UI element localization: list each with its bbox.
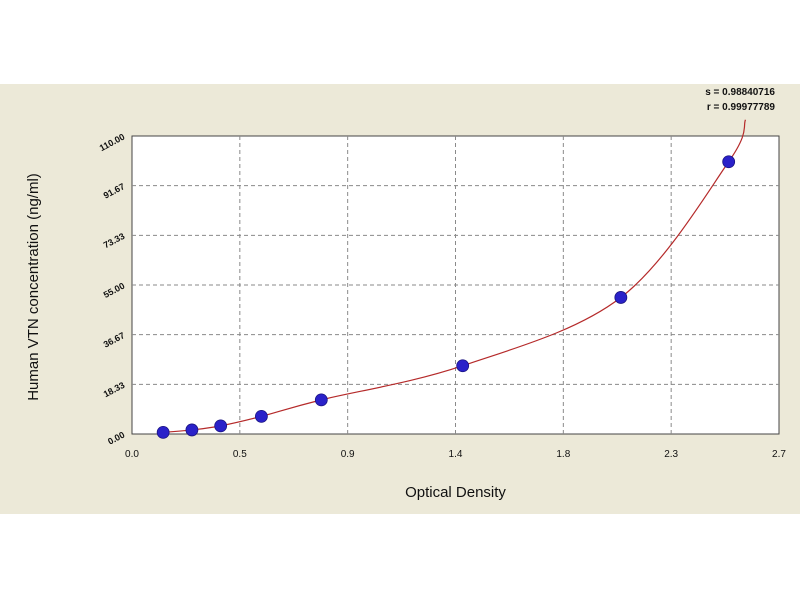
x-tick-label: 2.7	[772, 449, 786, 460]
grid-lines	[132, 136, 779, 434]
y-tick-label: 0.00	[106, 430, 126, 447]
x-tick-label: 0.9	[341, 449, 355, 460]
x-tick-label: 0.5	[233, 449, 247, 460]
y-tick-label: 55.00	[102, 281, 127, 300]
y-axis-title: Human VTN concentration (ng/ml)	[25, 173, 42, 401]
x-axis-title: Optical Density	[405, 484, 506, 501]
data-points	[156, 155, 736, 439]
y-tick-label: 110.00	[98, 132, 127, 154]
stat-r-label: r = 0.99977789	[707, 102, 776, 113]
x-tick-label: 0.0	[125, 449, 139, 460]
data-point	[314, 393, 328, 407]
stat-s-label: s = 0.98840716	[705, 87, 775, 98]
x-tick-label: 2.3	[664, 449, 678, 460]
x-tick-label: 1.4	[449, 449, 463, 460]
data-point	[456, 359, 470, 373]
data-point	[614, 291, 628, 304]
y-tick-label: 91.67	[102, 181, 127, 200]
y-tick-label: 73.33	[102, 231, 127, 250]
y-tick-label: 18.33	[102, 380, 127, 399]
x-tick-label: 1.8	[556, 449, 570, 460]
chart-svg: 0.0 0.5 0.9 1.4 1.8 2.3 2.7 0.00 18.33 36.67 55.00…	[25, 87, 786, 501]
data-point	[254, 409, 268, 423]
data-point	[722, 155, 736, 169]
y-tick-label: 36.67	[102, 330, 127, 349]
data-point	[156, 425, 170, 439]
data-point	[214, 419, 228, 433]
chart-figure: 0.0 0.5 0.9 1.4 1.8 2.3 2.7 0.00 18.33 36.67 55.00…	[0, 84, 800, 514]
data-point	[185, 423, 199, 437]
